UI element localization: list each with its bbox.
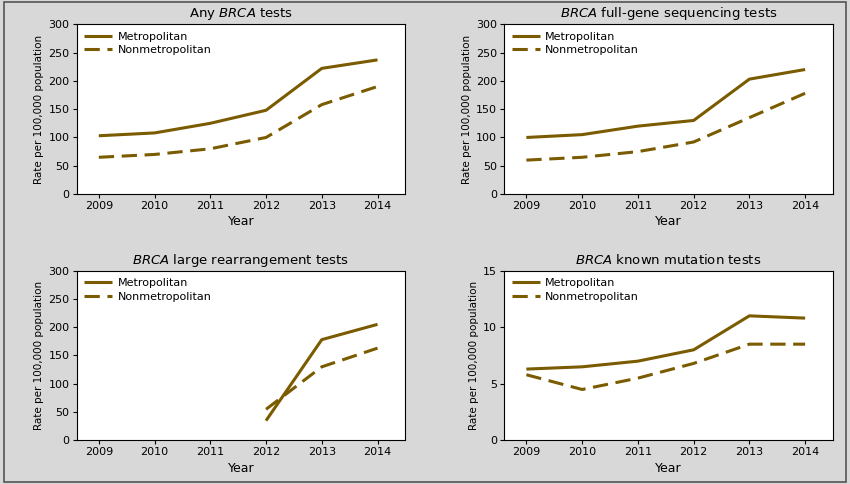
Line: Metropolitan: Metropolitan xyxy=(266,324,377,421)
Metropolitan xyxy=(150,130,160,136)
Metropolitan xyxy=(632,123,643,129)
Line: Nonmetropolitan: Nonmetropolitan xyxy=(526,93,805,160)
Y-axis label: Rate per 100,000 population: Rate per 100,000 population xyxy=(34,34,44,184)
Metropolitan xyxy=(94,133,104,139)
Metropolitan xyxy=(521,135,531,140)
Nonmetropolitan xyxy=(94,154,104,160)
Nonmetropolitan xyxy=(688,361,699,366)
Nonmetropolitan xyxy=(800,341,810,347)
Nonmetropolitan xyxy=(800,91,810,96)
Metropolitan xyxy=(800,67,810,73)
Nonmetropolitan xyxy=(632,375,643,381)
X-axis label: Year: Year xyxy=(655,215,682,228)
Line: Nonmetropolitan: Nonmetropolitan xyxy=(266,348,377,409)
Nonmetropolitan xyxy=(261,407,271,412)
Metropolitan xyxy=(745,313,755,319)
Y-axis label: Rate per 100,000 population: Rate per 100,000 population xyxy=(469,281,479,430)
Y-axis label: Rate per 100,000 population: Rate per 100,000 population xyxy=(34,281,44,430)
Nonmetropolitan xyxy=(632,149,643,154)
Metropolitan xyxy=(317,337,327,343)
Title: $\it{BRCA}$ known mutation tests: $\it{BRCA}$ known mutation tests xyxy=(575,253,762,267)
Title: Any $\it{BRCA}$ tests: Any $\it{BRCA}$ tests xyxy=(189,6,293,22)
X-axis label: Year: Year xyxy=(228,462,254,474)
Metropolitan xyxy=(205,121,215,126)
X-axis label: Year: Year xyxy=(655,462,682,474)
Metropolitan xyxy=(577,132,587,137)
Metropolitan xyxy=(261,107,271,113)
Line: Metropolitan: Metropolitan xyxy=(526,316,805,369)
Legend: Metropolitan, Nonmetropolitan: Metropolitan, Nonmetropolitan xyxy=(82,30,213,58)
Nonmetropolitan xyxy=(150,151,160,157)
Nonmetropolitan xyxy=(261,135,271,140)
Nonmetropolitan xyxy=(688,139,699,145)
Line: Nonmetropolitan: Nonmetropolitan xyxy=(526,344,805,390)
Metropolitan xyxy=(688,347,699,353)
Nonmetropolitan xyxy=(317,364,327,370)
Metropolitan xyxy=(372,321,382,327)
Legend: Metropolitan, Nonmetropolitan: Metropolitan, Nonmetropolitan xyxy=(82,276,213,304)
Nonmetropolitan xyxy=(372,345,382,351)
Nonmetropolitan xyxy=(577,387,587,393)
X-axis label: Year: Year xyxy=(228,215,254,228)
Metropolitan xyxy=(521,366,531,372)
Legend: Metropolitan, Nonmetropolitan: Metropolitan, Nonmetropolitan xyxy=(510,30,641,58)
Line: Metropolitan: Metropolitan xyxy=(99,60,377,136)
Metropolitan xyxy=(261,418,271,424)
Title: $\it{BRCA}$ large rearrangement tests: $\it{BRCA}$ large rearrangement tests xyxy=(133,252,349,269)
Nonmetropolitan xyxy=(372,84,382,90)
Metropolitan xyxy=(632,358,643,364)
Nonmetropolitan xyxy=(317,102,327,107)
Metropolitan xyxy=(317,65,327,71)
Y-axis label: Rate per 100,000 population: Rate per 100,000 population xyxy=(462,34,472,184)
Line: Nonmetropolitan: Nonmetropolitan xyxy=(99,87,377,157)
Nonmetropolitan xyxy=(521,157,531,163)
Nonmetropolitan xyxy=(577,154,587,160)
Metropolitan xyxy=(577,364,587,370)
Metropolitan xyxy=(745,76,755,82)
Metropolitan xyxy=(688,118,699,123)
Line: Metropolitan: Metropolitan xyxy=(526,70,805,137)
Nonmetropolitan xyxy=(521,372,531,378)
Nonmetropolitan xyxy=(745,115,755,121)
Metropolitan xyxy=(800,315,810,321)
Nonmetropolitan xyxy=(745,341,755,347)
Legend: Metropolitan, Nonmetropolitan: Metropolitan, Nonmetropolitan xyxy=(510,276,641,304)
Metropolitan xyxy=(372,57,382,63)
Title: $\it{BRCA}$ full-gene sequencing tests: $\it{BRCA}$ full-gene sequencing tests xyxy=(560,5,777,22)
Nonmetropolitan xyxy=(205,146,215,151)
